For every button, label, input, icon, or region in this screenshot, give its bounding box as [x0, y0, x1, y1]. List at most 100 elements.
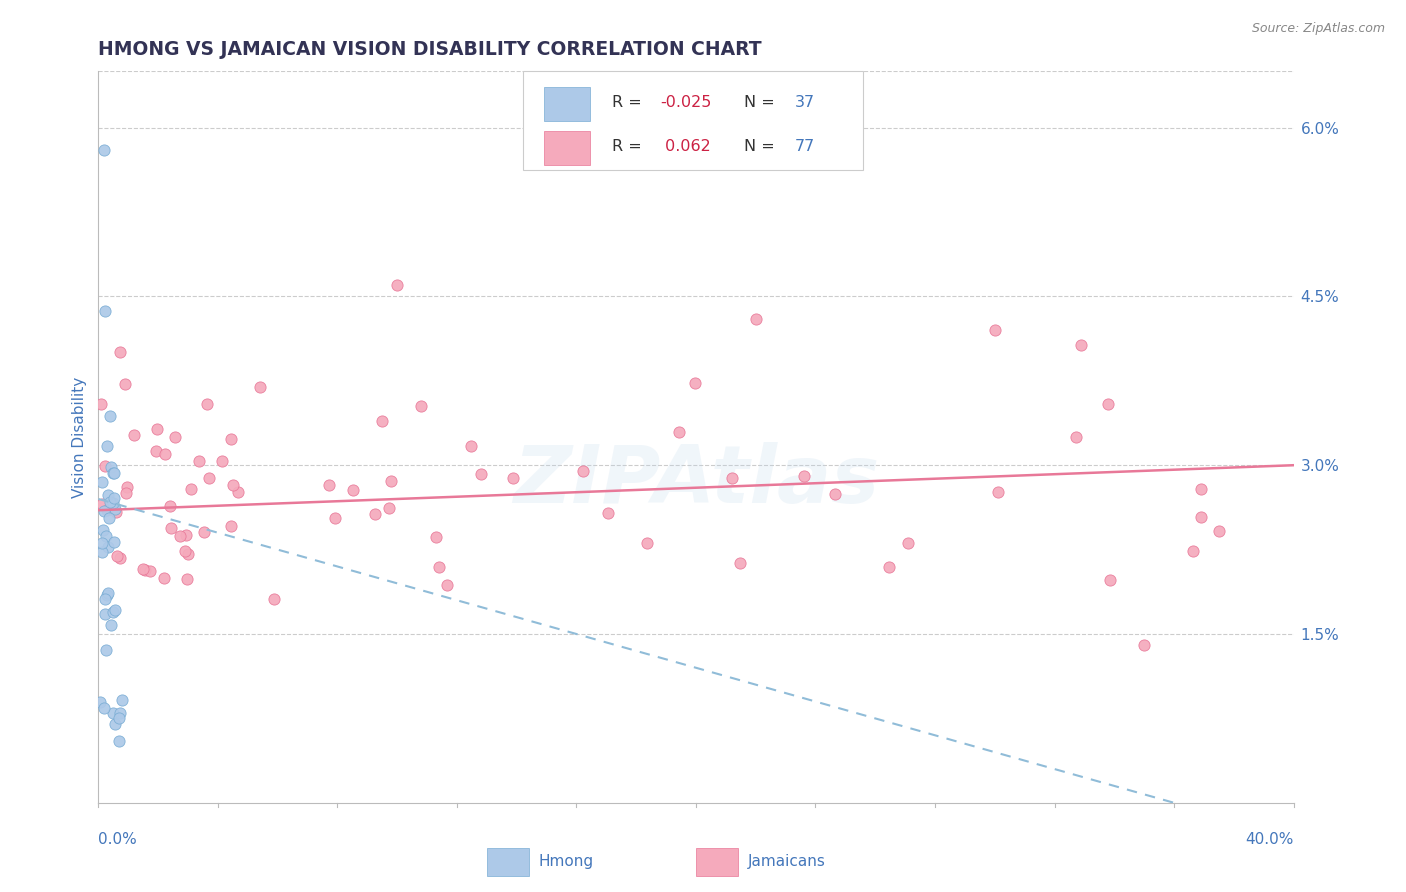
Text: Source: ZipAtlas.com: Source: ZipAtlas.com	[1251, 22, 1385, 36]
Point	[173, 544, 195, 558]
Point	[100, 460, 122, 475]
Point	[104, 717, 127, 731]
Point	[110, 706, 132, 721]
Point	[364, 507, 387, 521]
Point	[987, 485, 1010, 500]
Point	[198, 471, 221, 485]
Point	[429, 560, 451, 574]
Point	[104, 502, 127, 516]
Text: HMONG VS JAMAICAN VISION DISABILITY CORRELATION CHART: HMONG VS JAMAICAN VISION DISABILITY CORR…	[98, 39, 762, 59]
Point	[226, 484, 249, 499]
Point	[93, 304, 115, 318]
Point	[108, 345, 131, 359]
Point	[114, 486, 136, 500]
Point	[159, 499, 181, 513]
Point	[94, 642, 117, 657]
Text: -0.025: -0.025	[661, 95, 711, 111]
Point	[195, 397, 218, 411]
Point	[104, 505, 127, 519]
Point	[409, 399, 432, 413]
Text: Hmong: Hmong	[538, 854, 593, 869]
Point	[380, 475, 402, 489]
Point	[97, 488, 120, 502]
Point	[97, 541, 120, 555]
Point	[90, 536, 112, 550]
Point	[104, 603, 127, 617]
Point	[897, 536, 920, 550]
Point	[93, 700, 115, 714]
Bar	[696, 848, 738, 876]
Point	[91, 524, 114, 538]
Point	[877, 559, 900, 574]
Point	[96, 439, 118, 453]
Point	[636, 536, 658, 550]
Point	[91, 475, 114, 489]
Point	[96, 588, 118, 602]
Point	[176, 572, 198, 586]
Point	[596, 506, 619, 520]
Point	[683, 376, 706, 390]
Point	[211, 454, 233, 468]
Text: N =: N =	[744, 95, 780, 111]
Point	[91, 545, 114, 559]
FancyBboxPatch shape	[523, 71, 863, 170]
Point	[177, 548, 200, 562]
Point	[145, 422, 167, 436]
Point	[180, 483, 202, 497]
Point	[122, 428, 145, 442]
Point	[1099, 573, 1122, 587]
Point	[1208, 524, 1230, 539]
Point	[984, 323, 1007, 337]
Point	[1191, 482, 1213, 496]
Point	[115, 480, 138, 494]
Point	[219, 432, 242, 446]
Point	[668, 425, 690, 439]
Point	[91, 497, 114, 511]
Point	[824, 486, 846, 500]
Point	[745, 312, 768, 326]
Text: 77: 77	[796, 139, 815, 154]
Point	[132, 562, 155, 576]
Point	[323, 510, 346, 524]
Point	[728, 556, 751, 570]
Point	[1097, 397, 1119, 411]
Point	[169, 529, 191, 543]
Point	[1064, 430, 1087, 444]
Point	[1189, 509, 1212, 524]
Point	[165, 430, 187, 444]
Point	[89, 696, 111, 710]
Bar	[544, 87, 589, 121]
Point	[720, 471, 742, 485]
Point	[94, 529, 117, 543]
Bar	[486, 848, 529, 876]
Point	[572, 465, 595, 479]
Point	[502, 471, 524, 485]
Point	[103, 706, 125, 720]
Point	[436, 578, 458, 592]
Point	[93, 504, 115, 518]
Point	[263, 592, 285, 607]
Point	[152, 571, 174, 585]
Point	[174, 527, 197, 541]
Point	[103, 467, 125, 481]
Point	[98, 409, 121, 423]
Point	[385, 278, 409, 293]
Text: 0.0%: 0.0%	[98, 832, 138, 847]
Point	[108, 551, 131, 566]
Point	[111, 693, 134, 707]
Point	[145, 444, 167, 458]
Point	[108, 711, 131, 725]
Point	[193, 525, 215, 540]
Text: 0.062: 0.062	[661, 139, 711, 154]
Point	[103, 491, 125, 505]
Point	[187, 454, 209, 468]
Point	[139, 565, 162, 579]
Point	[425, 530, 447, 544]
Point	[103, 466, 125, 480]
Point	[160, 521, 183, 535]
Text: 37: 37	[796, 95, 815, 111]
Point	[105, 549, 128, 563]
Point	[94, 458, 117, 473]
Point	[153, 447, 176, 461]
Point	[222, 477, 245, 491]
